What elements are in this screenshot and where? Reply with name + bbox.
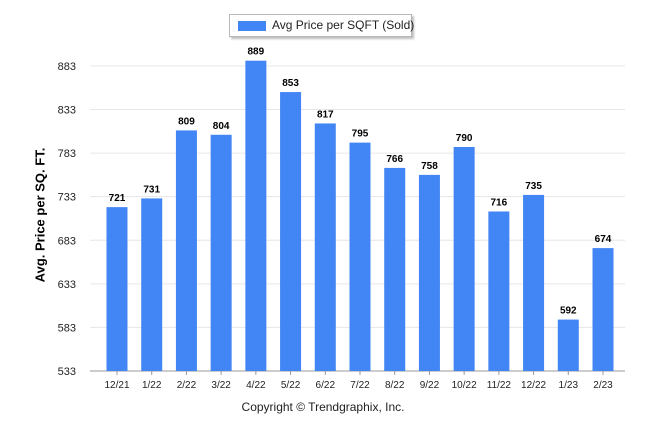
copyright-footer: Copyright © Trendgraphix, Inc. bbox=[241, 400, 405, 414]
y-tick-label: 733 bbox=[58, 192, 76, 204]
data-label: 735 bbox=[525, 181, 542, 192]
x-tick-label: 9/22 bbox=[420, 380, 440, 391]
bar bbox=[592, 248, 614, 371]
bar bbox=[523, 194, 545, 371]
legend: Avg Price per SQFT (Sold) bbox=[229, 14, 415, 37]
y-tick-label: 783 bbox=[58, 148, 76, 160]
data-label: 721 bbox=[109, 193, 126, 204]
x-tick-label: 3/22 bbox=[211, 380, 231, 391]
data-label: 731 bbox=[143, 184, 160, 195]
x-tick-label: 12/21 bbox=[104, 380, 129, 391]
y-tick-label: 683 bbox=[58, 235, 76, 247]
bar bbox=[384, 167, 406, 371]
bar bbox=[175, 130, 197, 371]
x-tick-label: 1/22 bbox=[142, 380, 162, 391]
x-tick-label: 7/22 bbox=[350, 380, 370, 391]
bar bbox=[349, 142, 371, 371]
x-tick-label: 2/23 bbox=[593, 380, 613, 391]
legend-label: Avg Price per SQFT (Sold) bbox=[272, 18, 415, 32]
data-label: 795 bbox=[352, 129, 369, 140]
bar bbox=[453, 146, 475, 371]
data-label: 804 bbox=[213, 121, 230, 132]
data-label: 817 bbox=[317, 109, 334, 120]
y-tick-label: 883 bbox=[58, 61, 76, 73]
bar bbox=[280, 92, 302, 371]
legend-swatch bbox=[238, 21, 266, 31]
y-tick-label: 583 bbox=[58, 322, 76, 334]
x-tick-label: 5/22 bbox=[281, 380, 301, 391]
data-label: 674 bbox=[595, 234, 612, 245]
bar bbox=[418, 174, 440, 371]
x-tick-label: 2/22 bbox=[177, 380, 197, 391]
data-label: 809 bbox=[178, 116, 195, 127]
x-tick-label: 11/22 bbox=[487, 380, 512, 391]
x-tick-label: 8/22 bbox=[385, 380, 405, 391]
bar bbox=[557, 319, 579, 371]
x-tick-label: 12/22 bbox=[521, 380, 546, 391]
y-tick-label: 533 bbox=[58, 366, 76, 378]
bar bbox=[245, 60, 267, 371]
data-label: 853 bbox=[282, 78, 299, 89]
bar bbox=[314, 123, 336, 372]
data-label: 716 bbox=[491, 197, 508, 208]
data-label: 758 bbox=[421, 161, 438, 172]
x-tick-label: 1/23 bbox=[559, 380, 579, 391]
y-tick-label: 833 bbox=[58, 105, 76, 117]
data-label: 766 bbox=[386, 154, 403, 165]
y-tick-label: 633 bbox=[58, 279, 76, 291]
bar bbox=[106, 207, 128, 371]
data-label: 790 bbox=[456, 133, 473, 144]
bar bbox=[488, 211, 510, 371]
x-tick-label: 4/22 bbox=[246, 380, 266, 391]
bar bbox=[141, 198, 163, 371]
data-label: 592 bbox=[560, 306, 577, 317]
x-tick-label: 10/22 bbox=[452, 380, 477, 391]
bar bbox=[210, 134, 232, 371]
data-label: 889 bbox=[248, 47, 265, 58]
x-tick-label: 6/22 bbox=[316, 380, 336, 391]
